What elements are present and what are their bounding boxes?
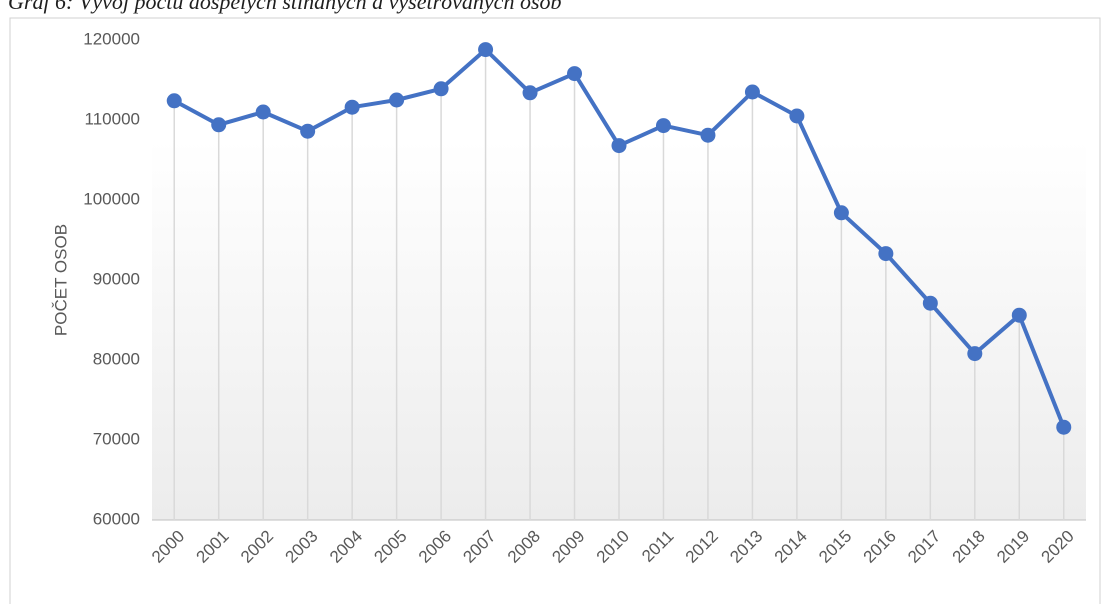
x-tick-label: 2012 — [682, 527, 722, 567]
point — [1056, 419, 1072, 435]
y-tick-label: 100000 — [83, 189, 140, 208]
y-tick-label: 60000 — [93, 509, 140, 528]
point — [344, 99, 360, 115]
x-tick-label: 2008 — [504, 527, 544, 567]
point — [255, 104, 271, 120]
x-tick-label: 2001 — [193, 527, 233, 567]
x-tick-label: 2019 — [993, 527, 1033, 567]
point — [1011, 307, 1027, 323]
x-tick-label: 2004 — [326, 527, 366, 567]
y-tick-label: 110000 — [85, 109, 140, 128]
point — [522, 85, 538, 101]
point — [211, 117, 227, 133]
point — [433, 81, 449, 97]
point — [389, 92, 405, 108]
x-tick-label: 2000 — [148, 527, 188, 567]
x-tick-label: 2006 — [415, 527, 455, 567]
chart-frame — [9, 17, 1101, 604]
x-tick-label: 2017 — [904, 527, 944, 567]
x-tick-label: 2005 — [370, 527, 410, 567]
x-tick-label: 2010 — [593, 527, 633, 567]
x-tick-label: 2016 — [860, 527, 900, 567]
x-tick-label: 2015 — [815, 527, 855, 567]
x-tick-label: 2018 — [949, 527, 989, 567]
x-tick-label: 2007 — [459, 527, 499, 567]
point — [967, 346, 983, 362]
y-tick-label: 80000 — [93, 349, 140, 368]
point — [833, 205, 849, 221]
y-axis-label: POČET OSOB — [51, 224, 70, 336]
x-tick-label: 2002 — [237, 527, 277, 567]
point — [878, 246, 894, 262]
x-tick-label: 2011 — [638, 527, 677, 566]
y-tick-label: 70000 — [93, 429, 140, 448]
y-tick-label: 120000 — [83, 29, 140, 48]
y-tick-label: 90000 — [93, 269, 140, 288]
point — [300, 123, 316, 139]
point — [922, 295, 938, 311]
point — [567, 66, 583, 82]
point — [744, 84, 760, 100]
point — [611, 138, 627, 154]
point — [655, 118, 671, 134]
chart-title: Graf 6: Vývoj počtu dospělých stíhaných … — [8, 0, 562, 14]
point — [166, 93, 182, 109]
x-tick-label: 2009 — [548, 527, 588, 567]
point — [478, 42, 494, 58]
x-tick-label: 2003 — [281, 527, 321, 567]
point — [789, 108, 805, 124]
x-tick-label: 2013 — [726, 527, 766, 567]
x-tick-label: 2020 — [1038, 527, 1078, 567]
point — [700, 127, 716, 143]
x-tick-label: 2014 — [771, 527, 811, 567]
